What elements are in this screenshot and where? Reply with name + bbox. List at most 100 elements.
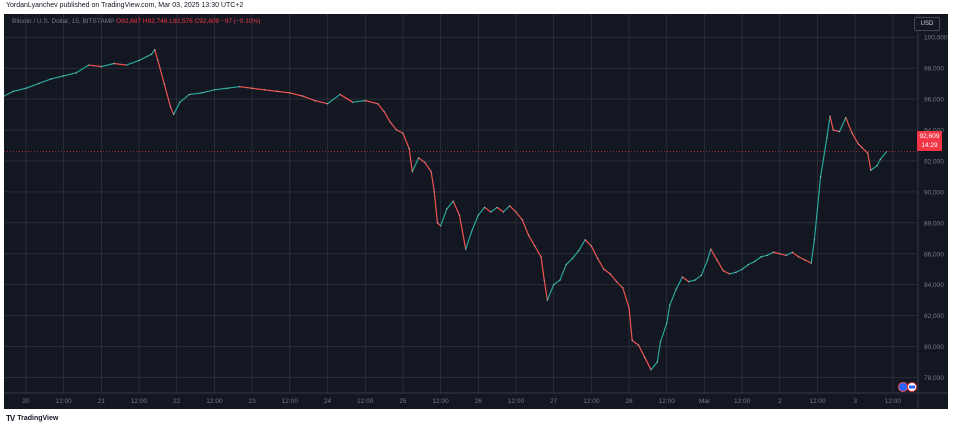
price-point xyxy=(659,341,662,343)
price-segment xyxy=(326,93,341,105)
price-point xyxy=(867,152,869,154)
bar-countdown: 14:29 xyxy=(921,142,938,149)
price-segment xyxy=(716,259,724,272)
price-point xyxy=(301,95,303,97)
price-point xyxy=(88,64,90,66)
chart-panel[interactable]: 100,00098,00096,00094,00092,00090,00088,… xyxy=(4,14,948,409)
currency-button[interactable]: USD xyxy=(914,17,940,31)
y-tick-label: 84,000 xyxy=(924,282,944,289)
price-segment xyxy=(559,264,567,281)
x-tick-label: Mar xyxy=(699,398,711,405)
y-tick-label: 88,000 xyxy=(924,220,944,227)
price-segment xyxy=(747,260,756,266)
flag-icons[interactable] xyxy=(894,380,920,392)
price-point xyxy=(832,129,834,131)
price-point xyxy=(694,279,696,281)
price-segment xyxy=(314,100,329,105)
price-point xyxy=(675,288,677,290)
footer-brand[interactable]: TV TradingView xyxy=(6,414,58,423)
x-tick-label: 28 xyxy=(625,398,633,405)
price-segment xyxy=(659,322,668,343)
price-point xyxy=(169,106,172,108)
price-segment xyxy=(339,93,354,103)
y-tick-label: 78,000 xyxy=(924,375,944,382)
x-tick-label: 24 xyxy=(324,398,332,405)
price-segment xyxy=(138,53,153,62)
price-point xyxy=(151,53,153,55)
price-segment xyxy=(820,137,828,178)
price-segment xyxy=(785,251,793,256)
price-segment xyxy=(615,281,624,289)
price-segment xyxy=(88,64,102,68)
price-point xyxy=(502,211,504,213)
price-segment xyxy=(301,95,316,102)
publish-header: YordanLyanchev published on TradingView.… xyxy=(6,2,244,9)
price-segment xyxy=(289,92,303,97)
price-point xyxy=(377,103,379,105)
price-point xyxy=(565,264,567,266)
y-axis[interactable]: 100,00098,00096,00094,00092,00090,00088,… xyxy=(917,14,948,409)
price-segment xyxy=(804,259,812,264)
price-point xyxy=(25,87,27,89)
price-segment xyxy=(446,200,454,210)
symbol-legend: Bitcoin / U.S. Dollar, 15, BITSTAMP O92,… xyxy=(12,18,260,25)
price-segment xyxy=(760,254,768,258)
price-point xyxy=(716,259,718,261)
price-segment xyxy=(722,270,731,275)
price-segment xyxy=(681,276,690,283)
price-segment xyxy=(352,100,366,103)
price-point xyxy=(546,299,548,301)
price-point xyxy=(37,83,40,85)
price-point xyxy=(779,253,781,255)
x-tick-label: 21 xyxy=(98,398,106,405)
last-price-tag: 92,609 14:29 xyxy=(917,131,942,151)
price-segment xyxy=(509,205,517,213)
price-point xyxy=(644,356,646,359)
price-segment xyxy=(628,307,633,341)
price-chart[interactable]: 100,00098,00096,00094,00092,00090,00088,… xyxy=(4,14,948,409)
price-point xyxy=(163,83,165,85)
price-point xyxy=(477,214,479,216)
price-segment xyxy=(383,110,391,123)
price-point xyxy=(766,254,768,256)
x-tick-label: 20 xyxy=(22,398,30,405)
price-point xyxy=(666,322,668,324)
price-point xyxy=(785,254,787,256)
price-segment xyxy=(728,271,737,275)
price-segment xyxy=(669,288,677,306)
price-segment xyxy=(826,115,831,139)
price-segment xyxy=(597,257,605,270)
price-point xyxy=(173,113,175,116)
price-segment xyxy=(154,48,159,62)
price-point xyxy=(154,48,156,51)
brand-name: TradingView xyxy=(17,415,59,422)
price-point xyxy=(515,211,517,213)
x-tick-label: 12:00 xyxy=(659,398,676,405)
price-point xyxy=(628,307,630,309)
event-icon-mark xyxy=(909,385,915,389)
price-segment xyxy=(637,344,646,359)
price-segment xyxy=(465,229,473,250)
price-point xyxy=(631,339,633,341)
x-tick-label: 26 xyxy=(475,398,483,405)
price-segment xyxy=(276,90,291,94)
x-tick-label: 12:00 xyxy=(282,398,299,405)
x-axis[interactable]: 20 12:00 21 12:00 22 12:00 23 12:00 24 12:00 25 12:… xyxy=(4,392,948,405)
price-point xyxy=(527,234,530,236)
price-point xyxy=(578,250,580,252)
price-point xyxy=(722,270,724,272)
price-point xyxy=(791,251,793,253)
price-segment xyxy=(483,206,492,213)
price-point xyxy=(264,89,266,91)
y-tick-label: 98,000 xyxy=(924,66,944,73)
flag-icon[interactable] xyxy=(898,382,908,392)
price-point xyxy=(383,110,385,113)
price-segment xyxy=(75,64,90,74)
price-point xyxy=(534,245,536,247)
price-point xyxy=(276,90,278,92)
price-point xyxy=(826,137,828,139)
price-segment xyxy=(238,86,253,89)
symbol-label: Bitcoin / U.S. Dollar, 15, BITSTAMP xyxy=(12,18,115,25)
price-point xyxy=(851,132,853,134)
price-point xyxy=(314,100,316,102)
